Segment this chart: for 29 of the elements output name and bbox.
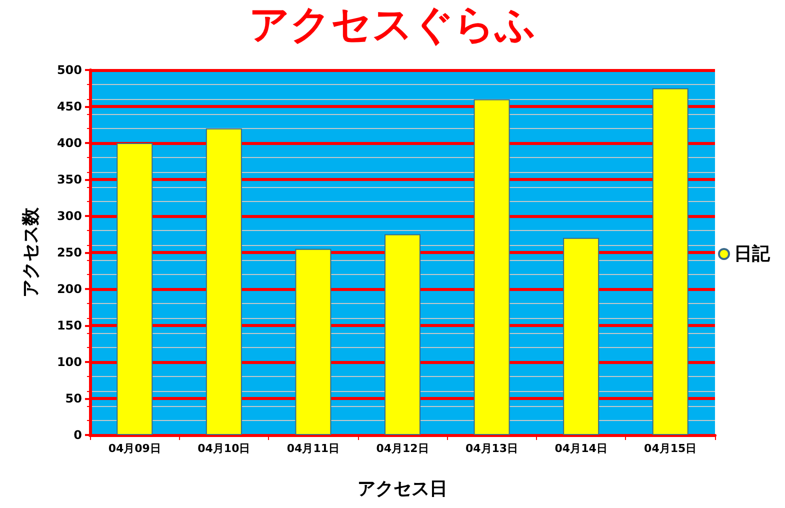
- y-tick-label: 250: [56, 246, 82, 260]
- y-tick-label: 400: [56, 136, 82, 150]
- legend-label: 日記: [734, 244, 771, 264]
- x-tick-label: 04月13日: [465, 442, 518, 455]
- y-tick-label: 200: [56, 282, 82, 296]
- bar: [563, 238, 600, 435]
- y-tick-label: 0: [74, 428, 82, 442]
- x-tick-label: 04月15日: [644, 442, 697, 455]
- y-tick-label: 500: [56, 63, 82, 77]
- y-axis-title: アクセス数: [20, 206, 42, 298]
- x-tick-label: 04月10日: [198, 442, 250, 455]
- bar: [474, 99, 510, 435]
- chart-title: アクセスぐらふ: [249, 2, 536, 48]
- y-tick-label: 450: [56, 100, 82, 114]
- y-tick-label: 300: [56, 209, 82, 223]
- y-tick-label: 100: [56, 355, 82, 369]
- bar: [116, 143, 153, 435]
- x-tick-label: 04月12日: [376, 442, 429, 455]
- x-tick-label: 04月09日: [108, 442, 161, 455]
- x-axis-title: アクセス日: [358, 478, 448, 500]
- bar: [295, 248, 332, 435]
- y-tick-label: 350: [56, 172, 82, 186]
- x-tick-label: 04月11日: [286, 442, 340, 455]
- x-tick-label: 04月14日: [554, 442, 608, 455]
- y-tick-label: 50: [65, 392, 82, 406]
- bar: [652, 88, 688, 435]
- bar: [384, 234, 420, 435]
- y-tick-label: 150: [56, 318, 82, 332]
- bar: [206, 128, 242, 435]
